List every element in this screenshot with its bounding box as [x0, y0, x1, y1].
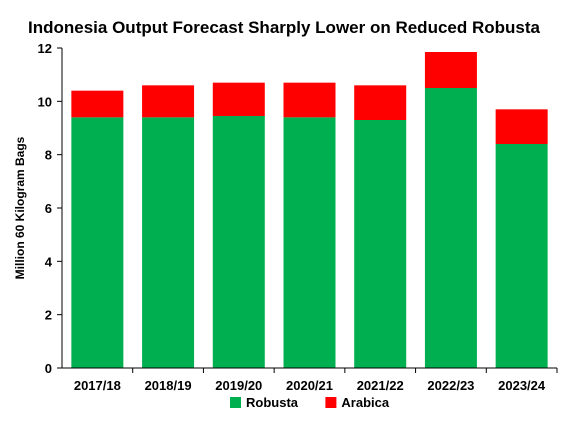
bar-arabica-2023-24	[495, 109, 548, 144]
legend-label-robusta: Robusta	[246, 395, 299, 410]
bar-arabica-2022-23	[424, 52, 477, 88]
bar-arabica-2017-18	[71, 90, 124, 118]
legend-swatch-arabica	[325, 397, 337, 408]
x-tick-label: 2021/22	[357, 378, 404, 393]
y-tick-label: 10	[38, 94, 52, 109]
x-tick-label: 2017/18	[74, 378, 121, 393]
legend-swatch-robusta	[230, 397, 241, 408]
y-tick-label: 6	[45, 201, 52, 216]
bar-robusta-2023-24	[495, 144, 548, 368]
x-tick-label: 2023/24	[498, 378, 546, 393]
legend: Robusta Arabica	[230, 395, 390, 410]
bar-arabica-2018-19	[142, 85, 195, 118]
x-tick-label: 2018/19	[145, 378, 192, 393]
bar-robusta-2018-19	[142, 117, 195, 368]
y-tick-label: 4	[45, 254, 53, 269]
bar-robusta-2017-18	[71, 117, 124, 368]
x-tick-label: 2022/23	[427, 378, 474, 393]
y-tick-label: 12	[38, 41, 52, 56]
bar-robusta-2020-21	[283, 117, 336, 368]
y-tick-label: 8	[45, 148, 52, 163]
bar-robusta-2022-23	[424, 88, 477, 368]
bar-arabica-2021-22	[354, 85, 407, 120]
x-tick-label: 2019/20	[215, 378, 262, 393]
bars-group	[71, 52, 548, 368]
bar-arabica-2020-21	[283, 82, 336, 118]
axes-group: 2017/18 2018/19 2019/20 2020/21 2021/22 2022/…	[38, 41, 558, 393]
bar-robusta-2021-22	[354, 120, 407, 368]
bar-robusta-2019-20	[212, 116, 265, 368]
bar-arabica-2019-20	[212, 82, 265, 116]
y-tick-label: 2	[45, 308, 52, 323]
x-tick-label: 2020/21	[286, 378, 333, 393]
y-tick-label: 0	[45, 361, 52, 376]
legend-label-arabica: Arabica	[341, 395, 389, 410]
y-axis-label: Million 60 Kilogram Bags	[13, 136, 27, 279]
chart-title: Indonesia Output Forecast Sharply Lower …	[28, 18, 540, 37]
